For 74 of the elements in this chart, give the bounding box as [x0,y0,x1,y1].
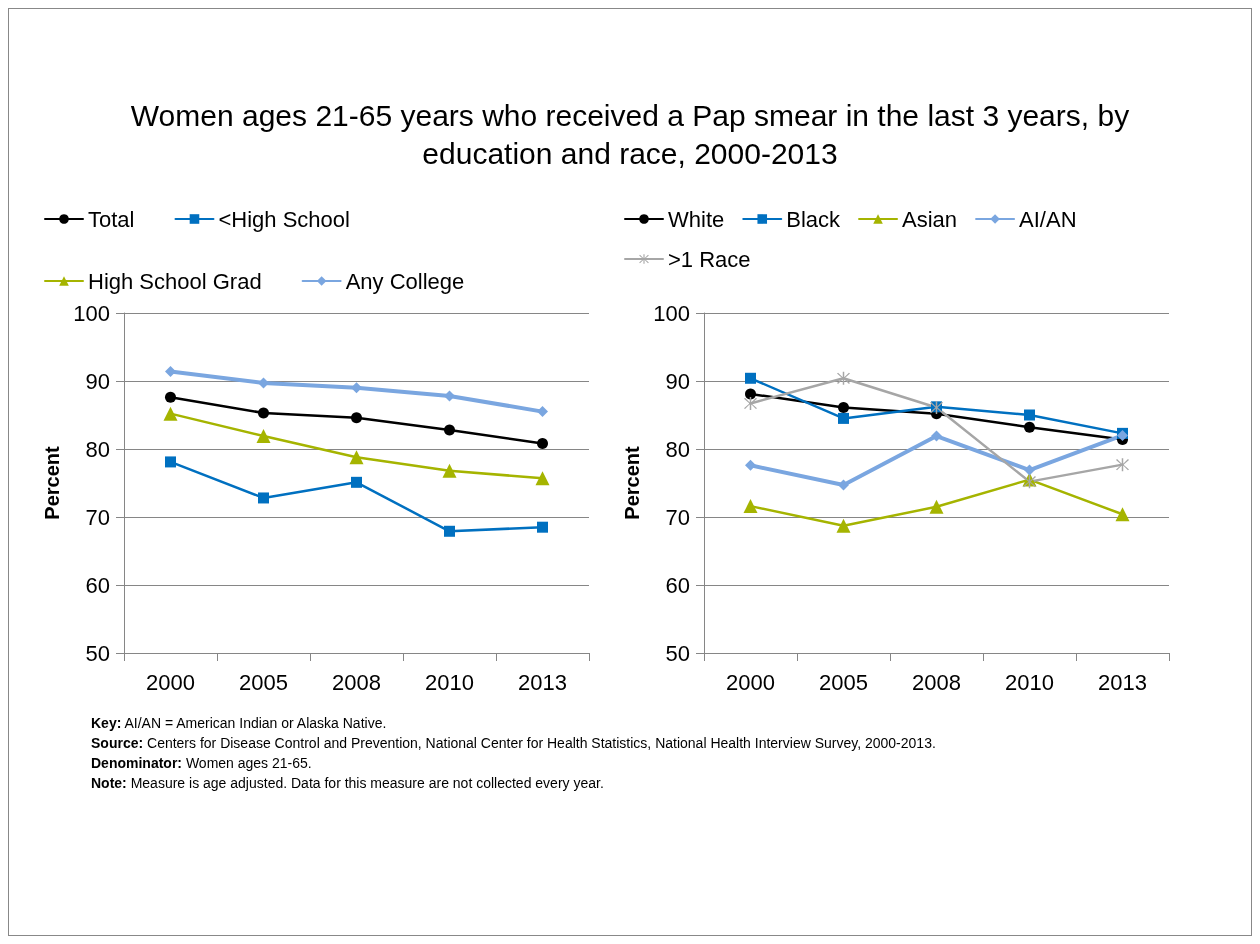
point [745,388,756,400]
legend-label: Any College [345,268,465,294]
x-tick-label: 2013 [1098,669,1147,695]
y-tick-label: 50 [85,640,110,666]
y-tick-label: 60 [85,572,110,598]
point [535,471,550,486]
x-tick-label: 2013 [518,669,567,695]
legend-label: Asian [902,206,958,232]
text: Denominator: Women ages 21-65. [91,754,313,773]
point [743,499,758,514]
point [838,479,849,491]
chart-title: Women ages 21-65 years who received a Pap smear in the last 3 years, by education and race, 2000-2013 [129,98,1131,172]
y-tick-label: 70 [85,504,110,530]
point [745,459,756,471]
legend-label: AI/AN [1019,206,1077,232]
point [1024,464,1035,476]
point [931,430,942,442]
legend-label: Black [786,206,842,232]
point [444,525,455,537]
y-tick-label: 80 [85,436,110,462]
text: Note: Measure is age adjusted. Data for this measure are not collected every year. [91,774,605,793]
source-note: Source: Centers for Disease Control and Prevention, National Center for Health Statistics, National Health Interview Survey, 2000-2013. [91,734,937,753]
point [444,390,455,402]
point [351,476,362,488]
point [349,450,364,465]
y-tick-label: 60 [665,572,690,598]
point [163,406,178,421]
point [444,424,455,436]
legend-label: >1 Race [668,246,751,272]
legend-label: White [668,206,725,232]
point [258,492,269,504]
point [537,521,548,533]
point [442,463,457,478]
x-tick-label: 2010 [425,669,474,695]
point [838,412,849,424]
point [351,412,362,424]
y-axis-title: Percent [621,445,643,520]
point [165,391,176,403]
point [351,382,362,394]
legend-label: Total [88,206,135,232]
point [537,438,548,450]
x-tick-label: 2000 [146,669,195,695]
point [1024,421,1035,433]
x-tick-label: 2005 [239,669,288,695]
point [1024,409,1035,421]
point [165,365,176,377]
y-tick-label: 90 [665,368,690,394]
x-tick-label: 2010 [1005,669,1054,695]
point [745,372,756,384]
x-tick-label: 2008 [912,669,961,695]
legend-label: <High School [218,206,350,232]
text: Key: AI/AN = American Indian or Alaska Native. [91,714,388,733]
y-tick-label: 50 [665,640,690,666]
point [1116,458,1129,472]
point [258,407,269,419]
y-axis-title: Percent [41,445,63,520]
point [744,396,757,410]
point [258,377,269,389]
y-tick-label: 80 [665,436,690,462]
legend-label: High School Grad [88,268,262,294]
x-tick-label: 2008 [332,669,381,695]
point [537,406,548,418]
y-tick-label: 100 [73,300,110,326]
point [165,456,176,468]
point [836,518,851,533]
y-tick-label: 100 [653,300,690,326]
point [929,499,944,514]
point [256,429,271,444]
y-tick-label: 70 [665,504,690,530]
point [1115,507,1130,522]
x-tick-label: 2005 [819,669,868,695]
x-tick-label: 2000 [726,669,775,695]
point [838,402,849,414]
y-tick-label: 90 [85,368,110,394]
